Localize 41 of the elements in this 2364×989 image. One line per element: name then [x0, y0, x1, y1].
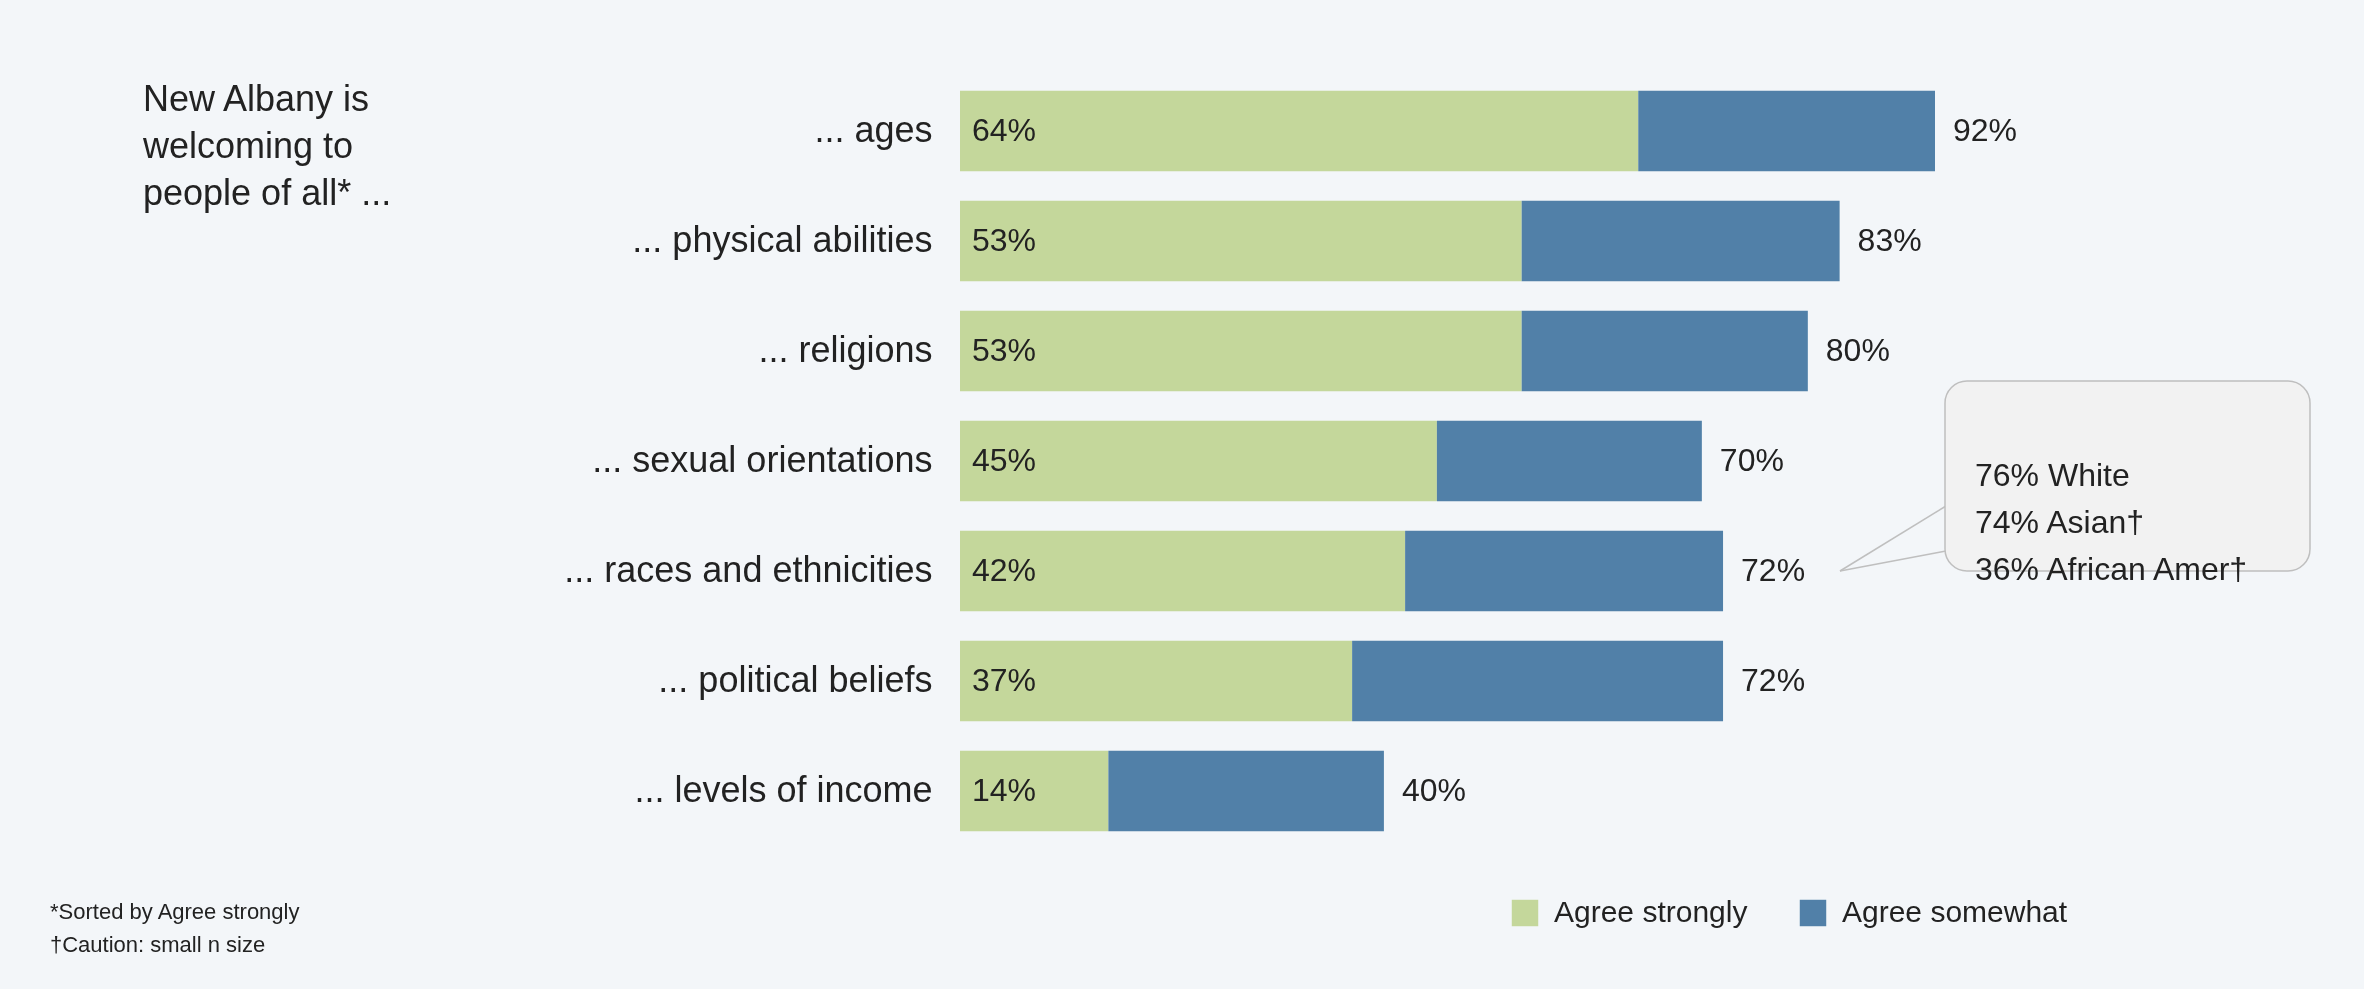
text: New Albany is welcoming to people of all* ... [142, 78, 392, 213]
y-tick-label: ... physical abilities [632, 219, 933, 260]
bar [1638, 90, 1935, 172]
legend-label: Agree strongly [1554, 895, 1748, 928]
y-tick-label: ... sexual orientations [592, 439, 933, 480]
bar [960, 530, 1406, 612]
y-tick-label: ... political beliefs [658, 659, 933, 700]
bar [1108, 750, 1384, 832]
y-tick-label: ... ages [814, 109, 933, 150]
text: †Caution: small n size [50, 932, 266, 957]
data-label: 45% [972, 442, 1037, 478]
text: 76% White 74% Asian† 36% African Amer† [1975, 457, 2248, 587]
bar [960, 420, 1437, 502]
y-tick-label: ... religions [758, 329, 933, 370]
y-tick-label: ... levels of income [634, 769, 933, 810]
total-label: 80% [1825, 332, 1890, 368]
bar [1521, 310, 1808, 392]
bar [960, 640, 1353, 722]
y-tick-label: ... races and ethnicities [564, 549, 933, 590]
text: *Sorted by Agree strongly [50, 899, 300, 924]
data-label: 42% [972, 552, 1037, 588]
total-label: 72% [1741, 662, 1806, 698]
bar [1521, 200, 1840, 282]
total-label: 70% [1719, 442, 1784, 478]
data-label: 53% [972, 332, 1037, 368]
legend-label: Agree somewhat [1842, 895, 2068, 928]
bar [1405, 530, 1724, 612]
data-label: 14% [972, 772, 1037, 808]
bar [960, 90, 1639, 172]
bar [960, 310, 1522, 392]
data-label: 37% [972, 662, 1037, 698]
total-label: 72% [1741, 552, 1806, 588]
bar [1436, 420, 1702, 502]
bar [960, 200, 1522, 282]
total-label: 92% [1953, 112, 2018, 148]
total-label: 83% [1857, 222, 1922, 258]
data-label: 53% [972, 222, 1037, 258]
total-label: 40% [1401, 772, 1466, 808]
bar [960, 750, 1109, 832]
data-label: 64% [972, 112, 1037, 148]
bar [1352, 640, 1724, 722]
